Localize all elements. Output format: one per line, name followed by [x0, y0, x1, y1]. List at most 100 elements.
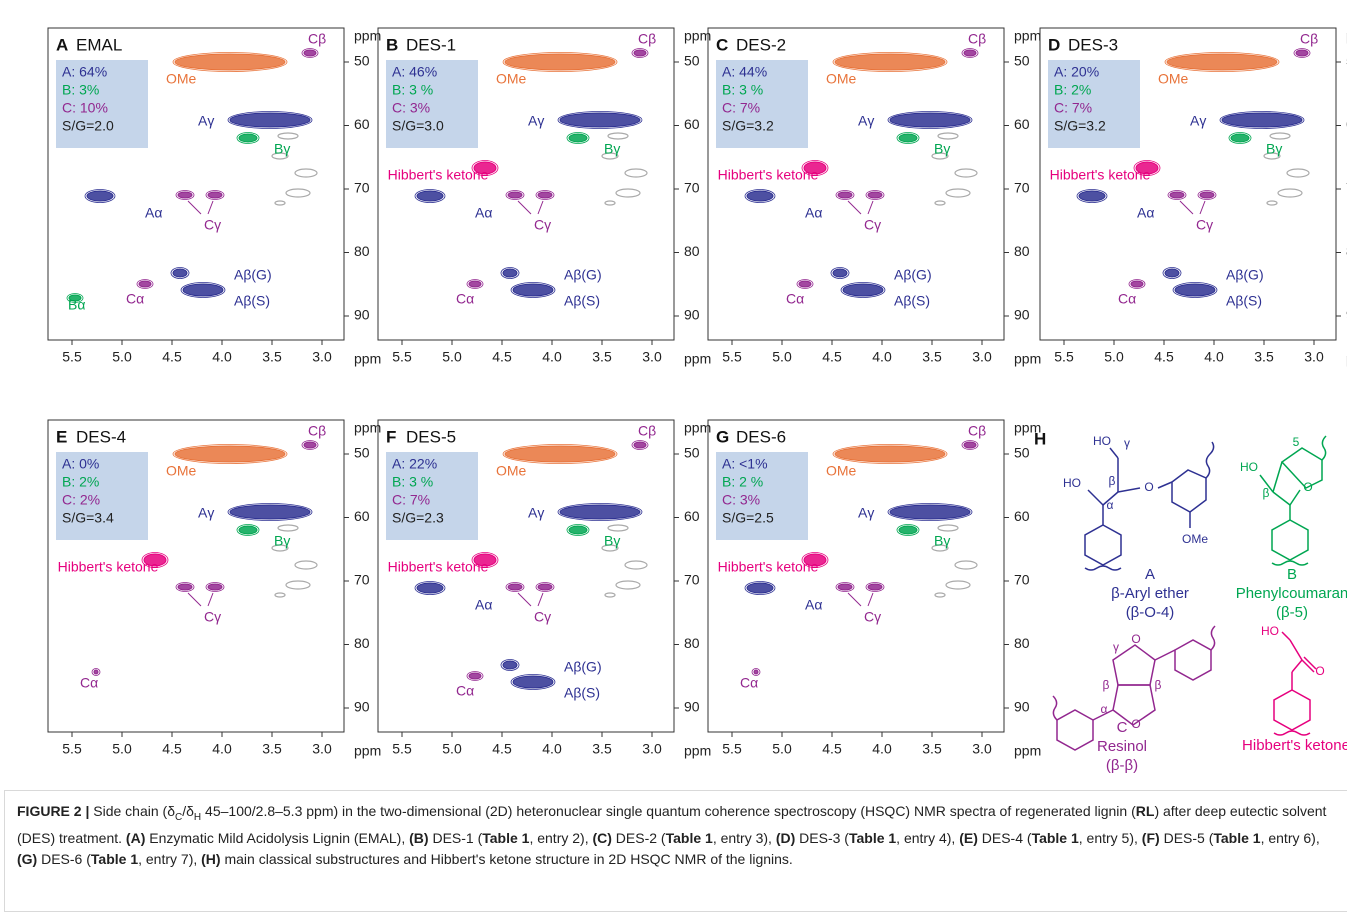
peak-label: Cβ: [1300, 31, 1318, 47]
x-tick-label: 4.0: [542, 741, 562, 757]
x-tick-label: 4.0: [1204, 349, 1224, 365]
caption-text: Table 1: [482, 829, 530, 846]
caption: FIGURE 2 | Side chain (δC/δH 45–100/2.8–…: [4, 790, 1347, 912]
y-unit: ppm: [354, 28, 381, 44]
peak-label: Aβ(S): [1226, 293, 1262, 309]
contour: [277, 524, 299, 532]
contour: [568, 525, 588, 535]
contour-ring: [796, 279, 814, 289]
x-tick-label: 5.5: [722, 741, 742, 757]
contour-ring: [744, 581, 776, 595]
contour: [1135, 161, 1159, 175]
stats-line: S/G=3.0: [392, 118, 444, 134]
arrow: [1179, 200, 1194, 215]
panel: E DES-4 A: 0% B: 2% C: 2% S/G=3.4 50 60 70 80 90 pp…: [47, 419, 381, 759]
peak-label: Cα: [786, 291, 804, 307]
y-tick-label: 70: [354, 572, 370, 588]
contour-ring: [801, 552, 829, 568]
contour: [1277, 188, 1303, 198]
y-tick-label: 50: [1014, 53, 1030, 69]
caption-text: , entry 7),: [138, 850, 202, 867]
panel-letter: A: [56, 35, 68, 54]
contour-ring: [301, 440, 319, 450]
peak-label: OMe: [826, 463, 857, 479]
stats-line: A: 44%: [722, 64, 767, 80]
arrow: [207, 200, 214, 215]
structure-name: Phenylcoumaran: [1236, 585, 1347, 602]
contour: [937, 132, 959, 140]
panel: F DES-5 A: 22% B: 3 % C: 7% S/G=2.3 50 60 70 80 90…: [377, 419, 711, 759]
contour: [238, 525, 258, 535]
peak-label: Hibbert's ketone: [1050, 167, 1151, 183]
contour-ring: [832, 52, 948, 72]
contour: [601, 544, 619, 552]
atom-label: HO: [1240, 460, 1258, 474]
contour: [559, 112, 641, 128]
contour-ring: [887, 111, 973, 129]
peak-label: Aβ(G): [234, 267, 272, 283]
y-tick-label: 90: [1014, 699, 1030, 715]
contour: [507, 583, 523, 591]
contour: [945, 580, 971, 590]
contour: [207, 191, 223, 199]
atom-label: O: [1131, 632, 1140, 646]
caption-text: Table 1: [848, 829, 897, 846]
contour: [174, 445, 286, 463]
caption-text: , entry 2),: [529, 829, 593, 846]
contour: [473, 161, 497, 175]
x-tick-label: 3.5: [592, 349, 612, 365]
contour: [143, 553, 167, 567]
contour: [559, 504, 641, 520]
figure: A EMAL A: 64% B: 3% C: 10% S/G=2.0 50 60 70 80 90 p…: [47, 27, 1347, 774]
panel-letter: B: [386, 35, 398, 54]
contour-ring: [751, 668, 761, 676]
contour: [468, 280, 482, 288]
contour-ring: [236, 524, 260, 536]
y-unit: ppm: [684, 28, 711, 44]
peak-label: OMe: [1158, 71, 1189, 87]
peak-label: Aβ(S): [564, 293, 600, 309]
peak-label: Cβ: [638, 423, 656, 439]
contour-ring: [414, 189, 446, 203]
x-tick-label: 3.0: [642, 741, 662, 757]
contour: [834, 53, 946, 71]
y-tick-label: 80: [354, 243, 370, 259]
panel-title: DES-2: [736, 35, 786, 54]
x-tick-label: 4.5: [822, 349, 842, 365]
y-unit: ppm: [684, 420, 711, 436]
peak-label: Bα: [68, 297, 85, 313]
stats-line: B: 2%: [1054, 82, 1091, 98]
y-unit: ppm: [1014, 28, 1041, 44]
contour-ring: [835, 582, 855, 592]
arrow: [517, 592, 532, 607]
contour-ring: [535, 582, 555, 592]
contour-ring: [535, 190, 555, 200]
caption-text: RL: [1135, 803, 1155, 819]
contour: [898, 133, 918, 143]
panel: C DES-2 A: 44% B: 3 % C: 7% S/G=3.2 50 60 70 80 90…: [707, 27, 1041, 367]
atom-label: β: [1155, 678, 1162, 692]
x-tick-label: 3.0: [642, 349, 662, 365]
stats-line: S/G=2.0: [62, 118, 114, 134]
stats-line: C: 3%: [722, 492, 760, 508]
contour-ring: [141, 552, 169, 568]
stats-line: B: 2 %: [722, 474, 763, 490]
peak-label: Aγ: [858, 505, 874, 521]
contour-ring: [1228, 132, 1252, 144]
contour: [945, 188, 971, 198]
contour-ring: [227, 111, 313, 129]
stats-line: B: 3 %: [722, 82, 763, 98]
stats-box: [1048, 60, 1140, 148]
caption-text: Table 1: [665, 829, 713, 846]
contour-ring: [557, 503, 643, 521]
contour: [303, 49, 317, 57]
contour: [303, 441, 317, 449]
contour-ring: [172, 444, 288, 464]
caption-text: Table 1: [1031, 829, 1079, 846]
x-tick-label: 4.5: [492, 349, 512, 365]
contour-ring: [631, 440, 649, 450]
x-tick-label: 5.0: [442, 349, 462, 365]
y-tick-label: 80: [684, 243, 700, 259]
